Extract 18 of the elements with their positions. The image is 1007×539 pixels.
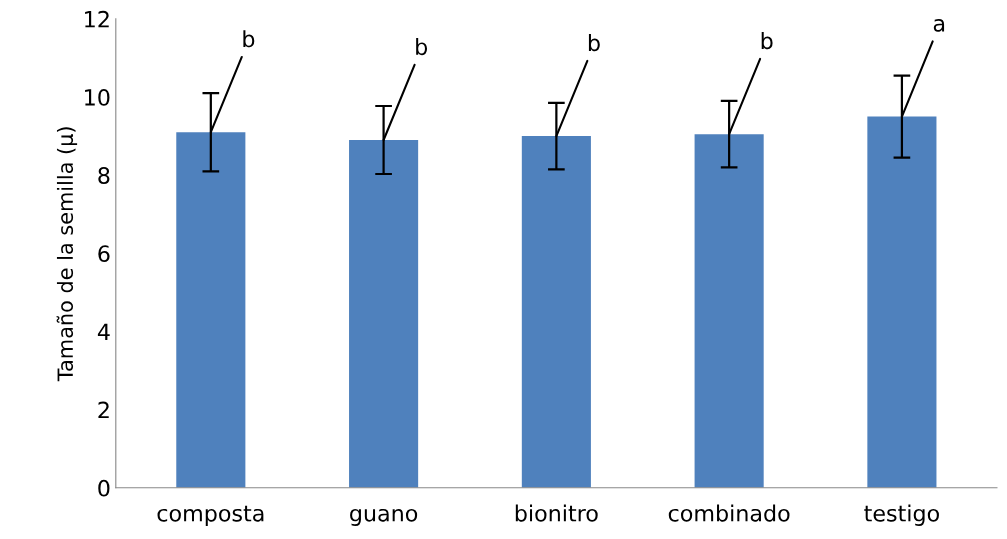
y-tick-label: 8	[98, 167, 110, 184]
y-tick-label: 4	[97, 323, 110, 340]
annotation: b	[416, 37, 428, 56]
x-tick-label: testigo	[864, 504, 939, 526]
y-tick-label: 0	[98, 479, 110, 497]
y-axis-title: Tamaño de la semilla (µ)	[56, 127, 78, 382]
y-tick-label: 2	[98, 401, 109, 419]
annotation: b	[588, 34, 600, 52]
x-tick-label: bionitro	[515, 504, 598, 522]
annotation: a	[933, 18, 945, 32]
x-tick-label: guano	[350, 508, 418, 526]
y-tick-label: 12	[85, 10, 109, 28]
annotation: b	[243, 30, 255, 48]
y-tick-label: 10	[85, 88, 110, 106]
x-tick-label: combinado	[668, 504, 790, 522]
x-tick-label: composta	[157, 505, 264, 526]
annotation: b	[761, 32, 773, 50]
y-tick-label: 6	[98, 245, 110, 263]
